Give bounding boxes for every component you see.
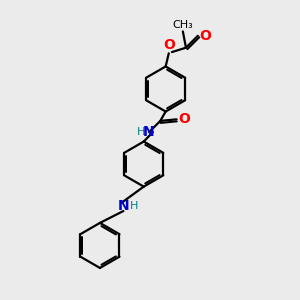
Text: CH₃: CH₃ [172,20,193,29]
Text: O: O [163,38,175,52]
Text: O: O [200,29,212,43]
Text: O: O [178,112,190,126]
Text: N: N [118,199,129,213]
Text: H: H [137,127,145,137]
Text: H: H [130,201,139,211]
Text: N: N [143,125,155,139]
